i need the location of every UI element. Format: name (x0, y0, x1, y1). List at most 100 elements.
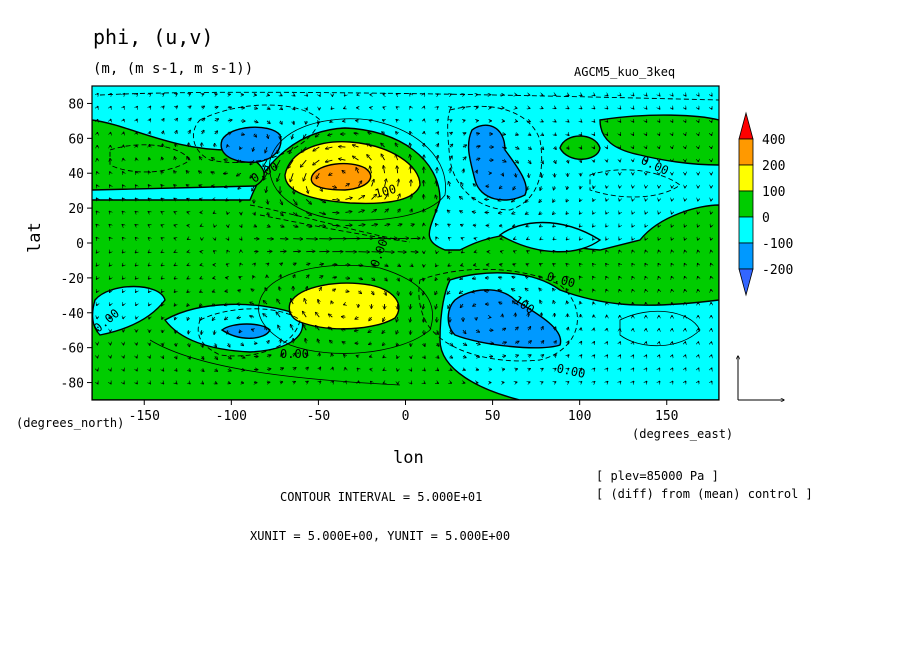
wind-vector (528, 159, 531, 163)
wind-vector (293, 353, 295, 357)
wind-vector (450, 144, 453, 147)
wind-vector (162, 157, 163, 160)
wind-vector (515, 147, 519, 149)
wind-vector (685, 239, 686, 240)
wind-vector (122, 238, 123, 239)
wind-vector (110, 369, 111, 370)
wind-vector (174, 252, 175, 253)
colorbar-swatch (738, 216, 754, 244)
wind-vector (646, 381, 647, 382)
wind-vector (579, 226, 580, 227)
wind-vector (540, 186, 541, 190)
wind-vector (148, 198, 149, 199)
wind-vector (447, 210, 450, 212)
wind-vector (633, 381, 634, 382)
wind-vector (148, 212, 149, 213)
wind-vector (344, 355, 346, 357)
wind-vector (410, 106, 411, 107)
wind-vector (239, 277, 241, 278)
wind-vector (554, 327, 555, 331)
wind-vector (698, 134, 699, 135)
wind-vector (332, 381, 333, 382)
wind-vector (371, 278, 375, 280)
wind-vector (514, 251, 516, 252)
wind-vector (186, 171, 188, 174)
vector-units: XUNIT = 5.000E+00, YUNIT = 5.000E+00 (250, 529, 510, 543)
wind-vector (371, 194, 377, 200)
wind-vector (671, 239, 672, 240)
wind-vector (554, 147, 556, 149)
wind-vector (645, 239, 646, 240)
wind-vector (450, 369, 452, 370)
wind-vector (658, 239, 659, 240)
wind-vector (541, 382, 543, 383)
wind-vector (149, 291, 150, 292)
wind-vector (371, 224, 378, 225)
wind-vector (593, 199, 594, 201)
wind-vector (149, 369, 150, 370)
wind-vector (580, 199, 581, 201)
wind-vector (265, 146, 267, 153)
wind-vector (344, 108, 346, 109)
wind-vector (711, 263, 712, 264)
wind-vector (502, 173, 503, 176)
wind-vector (293, 226, 298, 227)
wind-vector (540, 300, 542, 305)
wind-vector (499, 186, 502, 188)
wind-vector (135, 265, 136, 266)
wind-vector (200, 291, 202, 292)
wind-vector (462, 157, 466, 161)
wind-vector (554, 95, 555, 96)
wind-vector (581, 147, 582, 149)
wind-vector (228, 239, 229, 240)
wind-vector (580, 302, 581, 304)
chart-units: (m, (m s-1, m s-1)) (93, 61, 253, 77)
wind-vector (96, 198, 97, 199)
wind-vector (436, 224, 437, 226)
wind-vector (123, 94, 124, 95)
wind-vector (528, 147, 531, 149)
wind-vector (303, 173, 307, 181)
wind-vector (306, 287, 307, 292)
wind-vector (372, 290, 374, 295)
wind-vector (515, 134, 518, 135)
wind-vector (447, 278, 449, 280)
wind-vector (384, 224, 390, 225)
wind-vector (161, 185, 162, 187)
wind-vector (224, 304, 229, 305)
wind-vector (266, 369, 271, 370)
wind-vector (383, 120, 385, 121)
plot-area: 0.00 0.00 100 0.00 0.00 100 0.00 0.00 0.… (92, 86, 719, 400)
wind-vector (620, 381, 621, 382)
wind-vector (620, 108, 621, 109)
wind-vector (306, 212, 311, 215)
wind-vector (174, 278, 175, 279)
wind-vector (671, 276, 672, 277)
wind-vector (109, 278, 110, 279)
wind-vector (593, 226, 594, 227)
wind-vector (459, 291, 464, 293)
wind-vector (553, 239, 554, 240)
wind-vector (332, 186, 336, 188)
wind-vector (645, 212, 646, 213)
colorbar-label: 0 (762, 211, 770, 226)
wind-vector (567, 250, 568, 251)
wind-vector (396, 119, 398, 120)
wind-vector (515, 369, 517, 370)
wind-vector (301, 146, 307, 153)
wind-vector (292, 133, 293, 139)
wind-vector (163, 119, 164, 121)
wind-vector (581, 108, 582, 109)
wind-vector (280, 212, 283, 215)
wind-vector (224, 160, 228, 161)
wind-vector (620, 95, 621, 96)
wind-vector (410, 304, 411, 309)
wind-vector (460, 303, 463, 308)
wind-vector (202, 106, 205, 108)
wind-vector (396, 330, 397, 334)
wind-vector (607, 95, 608, 96)
wind-vector (266, 186, 267, 192)
wind-vector (214, 119, 219, 121)
wind-vector (174, 171, 176, 173)
wind-vector (306, 95, 307, 96)
